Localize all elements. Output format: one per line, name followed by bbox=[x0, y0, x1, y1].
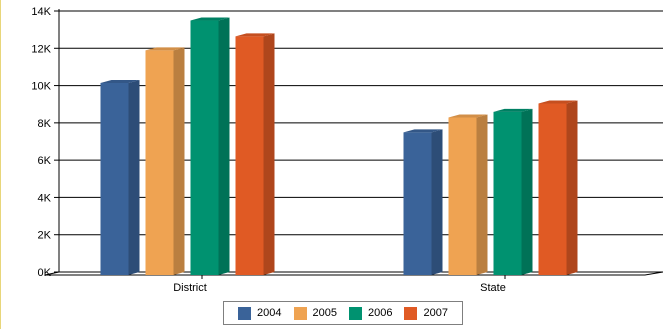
bar-top bbox=[190, 17, 230, 21]
bar-front bbox=[448, 117, 477, 275]
bar-district-2007 bbox=[235, 33, 275, 275]
y-tick-label: 2K bbox=[38, 230, 52, 242]
bar-front bbox=[145, 50, 174, 275]
y-tick-label: 6K bbox=[38, 155, 52, 167]
bar-top bbox=[448, 114, 488, 118]
y-tick-label: 10K bbox=[31, 81, 51, 93]
legend-label: 2005 bbox=[312, 307, 337, 319]
y-tick-label: 14K bbox=[31, 6, 51, 18]
y-tick-label: 4K bbox=[38, 192, 52, 204]
y-tick-label: 0K bbox=[38, 267, 52, 279]
bar-front bbox=[403, 132, 432, 275]
bar-state-2004 bbox=[403, 129, 443, 275]
legend: 2004 2005 2006 2007 bbox=[223, 301, 463, 325]
bars bbox=[100, 17, 578, 276]
bar-side bbox=[566, 100, 578, 275]
legend-item: 2006 bbox=[349, 306, 393, 320]
bar-side bbox=[521, 108, 533, 275]
bar-side bbox=[263, 33, 275, 275]
legend-label: 2007 bbox=[423, 307, 448, 319]
legend-item: 2005 bbox=[293, 306, 337, 320]
bar-side bbox=[431, 129, 443, 275]
labels: 0K 2K 4K 6K 8K 10K 12K 14K District State bbox=[31, 6, 505, 294]
bar-district-2006 bbox=[190, 17, 230, 276]
bar-front bbox=[100, 82, 129, 275]
legend-item: 2007 bbox=[404, 306, 448, 320]
bar-front bbox=[190, 20, 219, 276]
bar-state-2005 bbox=[448, 114, 488, 275]
bar-top bbox=[100, 79, 140, 83]
legend-swatch bbox=[238, 306, 252, 320]
legend-label: 2006 bbox=[368, 307, 393, 319]
bar-front bbox=[538, 103, 567, 275]
bar-side bbox=[173, 47, 185, 275]
bar-side bbox=[218, 17, 230, 276]
bar-top bbox=[235, 33, 275, 37]
category-label: District bbox=[173, 282, 207, 294]
bar-top bbox=[145, 47, 185, 51]
legend-item: 2004 bbox=[238, 306, 282, 320]
bar-state-2006 bbox=[493, 108, 533, 275]
bar-side bbox=[476, 114, 488, 275]
bar-side bbox=[128, 79, 140, 275]
bar-top bbox=[538, 100, 578, 104]
category-label: State bbox=[480, 282, 506, 294]
frame-border bbox=[0, 0, 1, 329]
y-tick-label: 12K bbox=[31, 43, 51, 55]
bar-top bbox=[493, 108, 533, 112]
legend-label: 2004 bbox=[257, 307, 282, 319]
bar-district-2005 bbox=[145, 47, 185, 275]
legend-swatch bbox=[404, 306, 418, 320]
bar-top bbox=[403, 129, 443, 133]
bar-state-2007 bbox=[538, 100, 578, 275]
legend-swatch bbox=[293, 306, 307, 320]
bar-district-2004 bbox=[100, 79, 140, 275]
y-tick-label: 8K bbox=[38, 118, 52, 130]
legend-swatch bbox=[349, 306, 362, 320]
bar-front bbox=[493, 111, 522, 275]
bar-front bbox=[235, 36, 264, 275]
